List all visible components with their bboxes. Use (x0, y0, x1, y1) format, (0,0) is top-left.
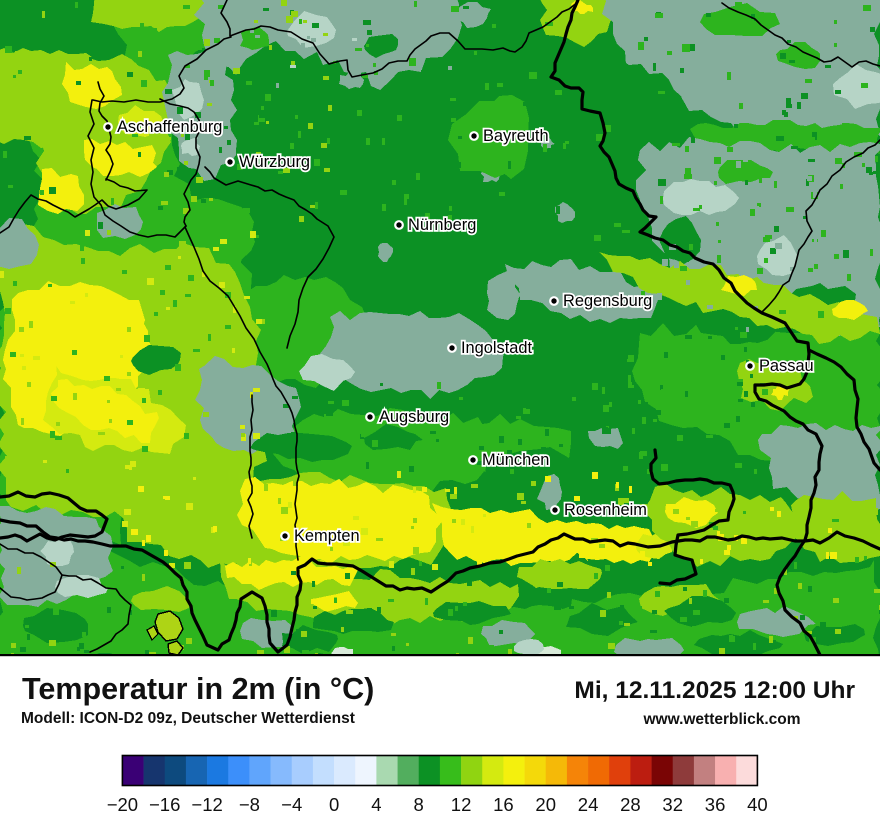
svg-text:München: München (482, 451, 549, 469)
svg-text:40: 40 (747, 794, 768, 815)
svg-text:−16: −16 (149, 794, 180, 815)
svg-text:28: 28 (620, 794, 641, 815)
svg-text:Aschaffenburg: Aschaffenburg (117, 118, 222, 136)
svg-text:36: 36 (705, 794, 726, 815)
svg-text:20: 20 (535, 794, 556, 815)
svg-text:8: 8 (414, 794, 424, 815)
svg-text:−20: −20 (107, 794, 138, 815)
svg-text:−12: −12 (191, 794, 222, 815)
svg-text:Kempten: Kempten (294, 527, 360, 545)
svg-text:Passau: Passau (759, 357, 814, 375)
svg-text:Würzburg: Würzburg (239, 153, 310, 171)
svg-text:32: 32 (662, 794, 683, 815)
svg-text:Ingolstadt: Ingolstadt (461, 339, 533, 357)
svg-text:12: 12 (451, 794, 472, 815)
svg-text:Modell: ICON-D2 09z, Deutscher: Modell: ICON-D2 09z, Deutscher Wetterdie… (21, 710, 355, 727)
svg-text:4: 4 (371, 794, 381, 815)
svg-text:www.wetterblick.com: www.wetterblick.com (642, 711, 800, 728)
svg-text:24: 24 (578, 794, 599, 815)
svg-text:Rosenheim: Rosenheim (564, 501, 647, 519)
svg-text:0: 0 (329, 794, 339, 815)
svg-text:−8: −8 (239, 794, 260, 815)
svg-text:Temperatur in 2m (in °C): Temperatur in 2m (in °C) (22, 672, 374, 706)
svg-text:Augsburg: Augsburg (379, 408, 449, 426)
svg-text:Regensburg: Regensburg (563, 292, 652, 310)
svg-text:Bayreuth: Bayreuth (483, 127, 549, 145)
svg-text:−4: −4 (281, 794, 302, 815)
svg-text:Nürnberg: Nürnberg (408, 216, 476, 234)
svg-text:Mi, 12.11.2025 12:00 Uhr: Mi, 12.11.2025 12:00 Uhr (574, 677, 855, 704)
svg-text:16: 16 (493, 794, 514, 815)
